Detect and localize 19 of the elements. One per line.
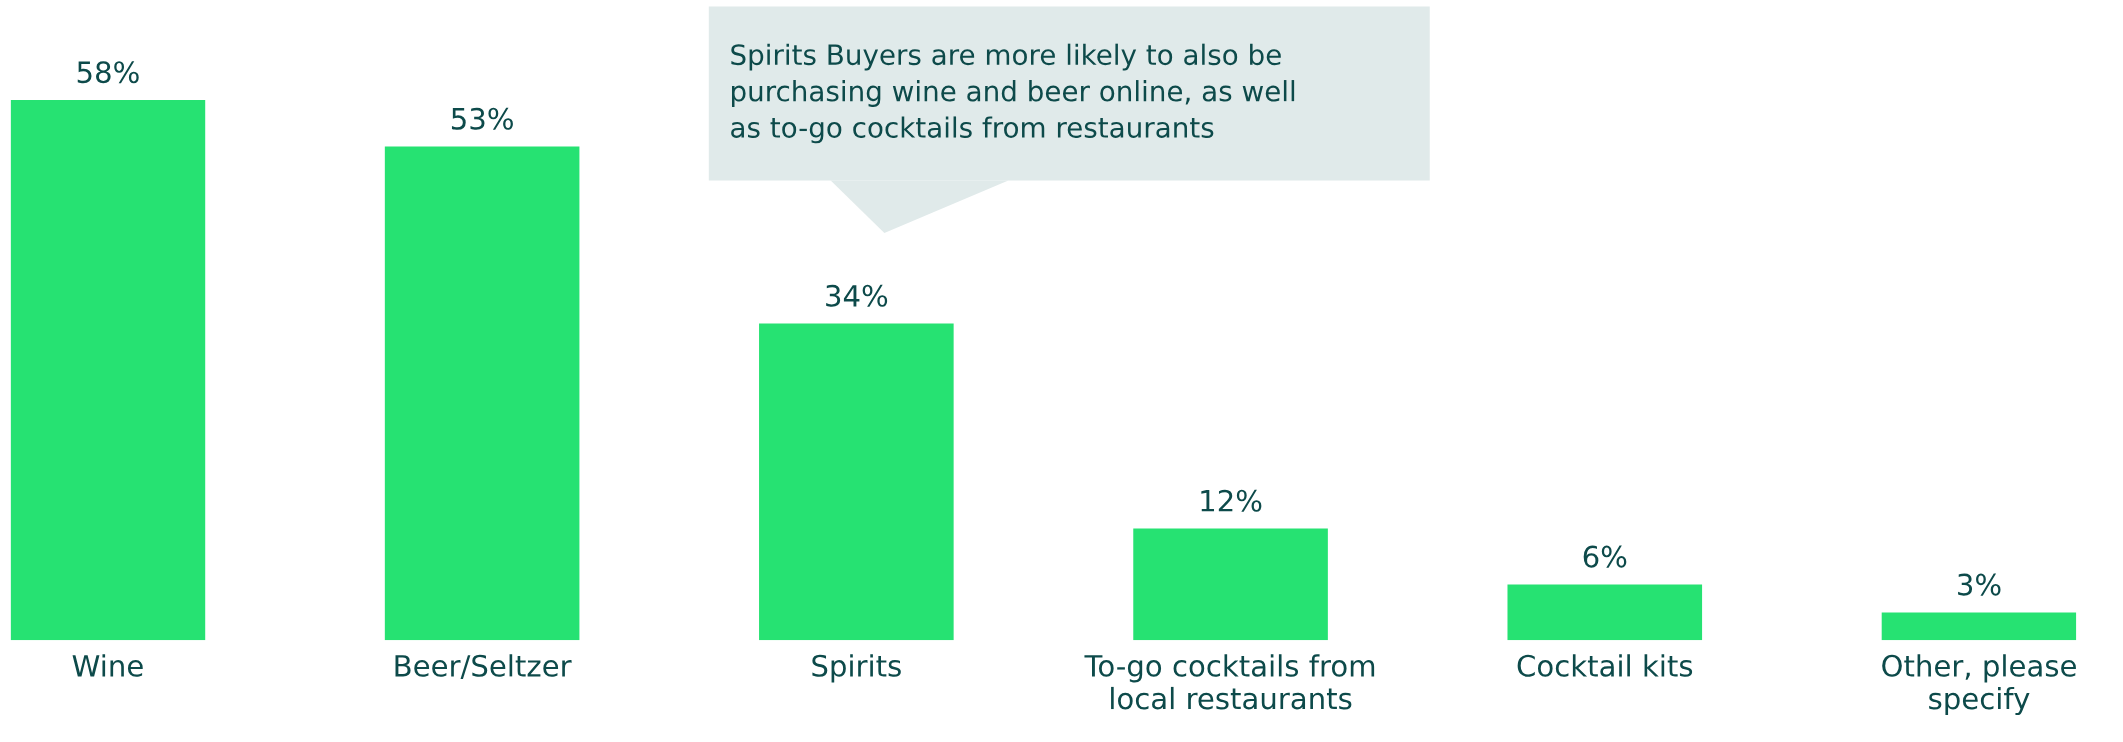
data-label: 34% [826,284,888,307]
bar [10,99,206,641]
x-tick-label: To-go cocktails from local restaurants [1084,654,1375,710]
annotation: Spirits Buyers are more likely to also be purchasing wine and beer online, as well as to-go cocktails from restaurants [731,43,1295,144]
x-tick-label: Beer/Seltzer [395,654,572,680]
data-label: 53% [451,107,513,130]
x-tick-label: Wine [72,654,143,677]
bar [384,146,580,641]
data-label: 6% [1583,545,1627,568]
data-label: 12% [1201,489,1262,512]
bar [1881,612,2077,641]
x-tick-label: Spirits [812,654,901,683]
bar [1507,584,1703,641]
x-tick-label: Other, please specify [1882,654,2076,716]
x-tick-label: Cocktail kits [1517,654,1693,677]
data-label: 58% [77,61,139,84]
data-label: 3% [1958,573,2001,596]
bar [759,323,954,641]
bar [1133,528,1328,641]
